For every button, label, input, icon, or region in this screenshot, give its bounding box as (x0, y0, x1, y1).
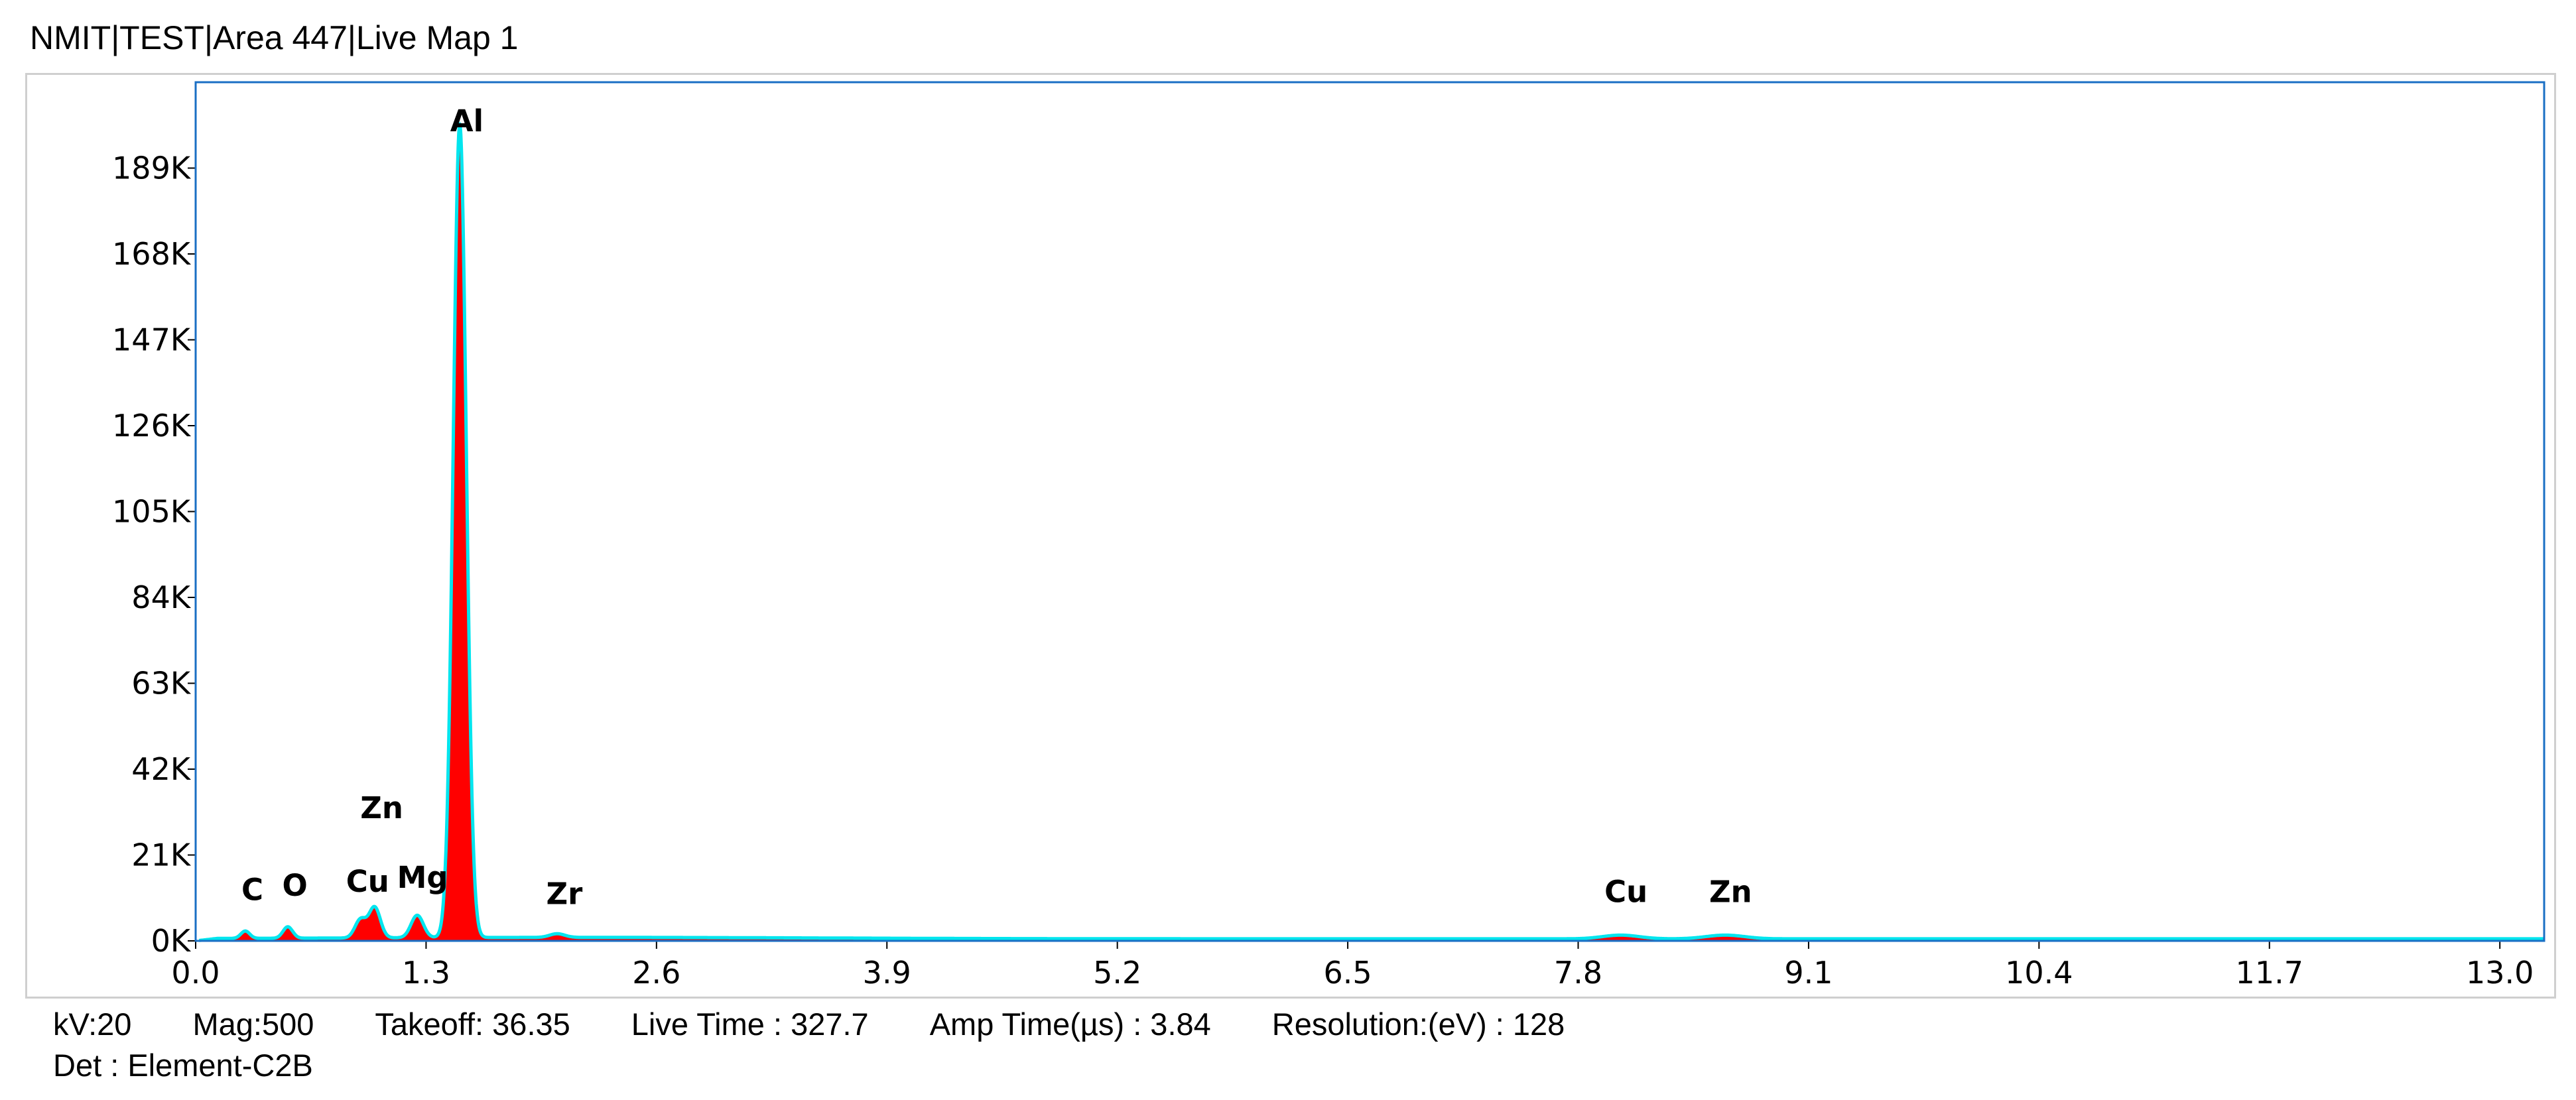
y-tick-label: 105K (112, 494, 192, 530)
detector-value: Det : Element-C2B (53, 1048, 313, 1083)
y-tick-label: 189K (112, 151, 192, 186)
spectrum-title: NMIT|TEST|Area 447|Live Map 1 (30, 19, 519, 56)
mag-value: Mag:500 (192, 1007, 314, 1042)
live-time-value: Live Time : 327.7 (631, 1007, 869, 1042)
chart-frame: 0.0 1.3 2.6 3.9 5.2 6.5 7.8 9.1 10.4 11.7 13.0 0K 21… (25, 73, 2556, 999)
plot-area-border (194, 81, 2545, 942)
y-tick-label: 42K (131, 751, 192, 787)
acquisition-params-row: kV:20 Mag:500 Takeoff: 36.35 Live Time : 32… (53, 1004, 1626, 1045)
eds-spectrum-chart: 0.0 1.3 2.6 3.9 5.2 6.5 7.8 9.1 10.4 11.7 13.0 0K 21… (112, 81, 2545, 991)
takeoff-value: Takeoff: 36.35 (375, 1007, 570, 1042)
y-tick-label: 84K (131, 580, 192, 615)
kv-value: kV:20 (53, 1007, 132, 1042)
y-tick-label: 21K (131, 837, 192, 873)
spectrum-fill (199, 123, 2544, 941)
peak-label-mg: Mg (397, 860, 448, 895)
x-tick-label: 6.5 (1324, 955, 1372, 991)
x-tick-label: 10.4 (2005, 955, 2073, 991)
resolution-value: Resolution:(eV) : 128 (1271, 1007, 1565, 1042)
peak-label-al: Al (450, 103, 483, 139)
peak-label-zr: Zr (546, 877, 583, 912)
x-tick-label: 13.0 (2466, 955, 2534, 991)
x-tick-label: 0.0 (171, 955, 220, 991)
x-tick-label: 9.1 (1784, 955, 1833, 991)
spectrum-line (198, 122, 2545, 942)
y-tick-label: 0K (151, 923, 192, 959)
y-tick-label: 168K (112, 236, 192, 272)
acquisition-info: kV:20 Mag:500 Takeoff: 36.35 Live Time : 32… (53, 1004, 1626, 1086)
x-tick-label: 5.2 (1093, 955, 1141, 991)
x-tick-label: 11.7 (2236, 955, 2303, 991)
x-tick-label: 3.9 (863, 955, 911, 991)
peak-label-o: O (283, 868, 308, 903)
x-tick-label: 1.3 (402, 955, 450, 991)
peak-label-zn: Zn (360, 790, 403, 825)
y-tick-label: 126K (112, 408, 192, 444)
y-tick-label: 63K (131, 666, 192, 702)
peak-label-cu: Cu (1604, 874, 1647, 909)
axis-ticks: 0.0 1.3 2.6 3.9 5.2 6.5 7.8 9.1 10.4 11.7 13.0 0K 21… (112, 151, 2534, 991)
x-tick-label: 7.8 (1554, 955, 1602, 991)
y-tick-label: 147K (112, 322, 192, 358)
peak-label-zn: Zn (1709, 874, 1752, 909)
amp-time-value: Amp Time(µs) : 3.84 (929, 1007, 1211, 1042)
peak-label-c: C (241, 872, 263, 907)
x-tick-label: 2.6 (632, 955, 680, 991)
peak-label-cu: Cu (346, 864, 389, 899)
spectrum-series (198, 122, 2545, 942)
